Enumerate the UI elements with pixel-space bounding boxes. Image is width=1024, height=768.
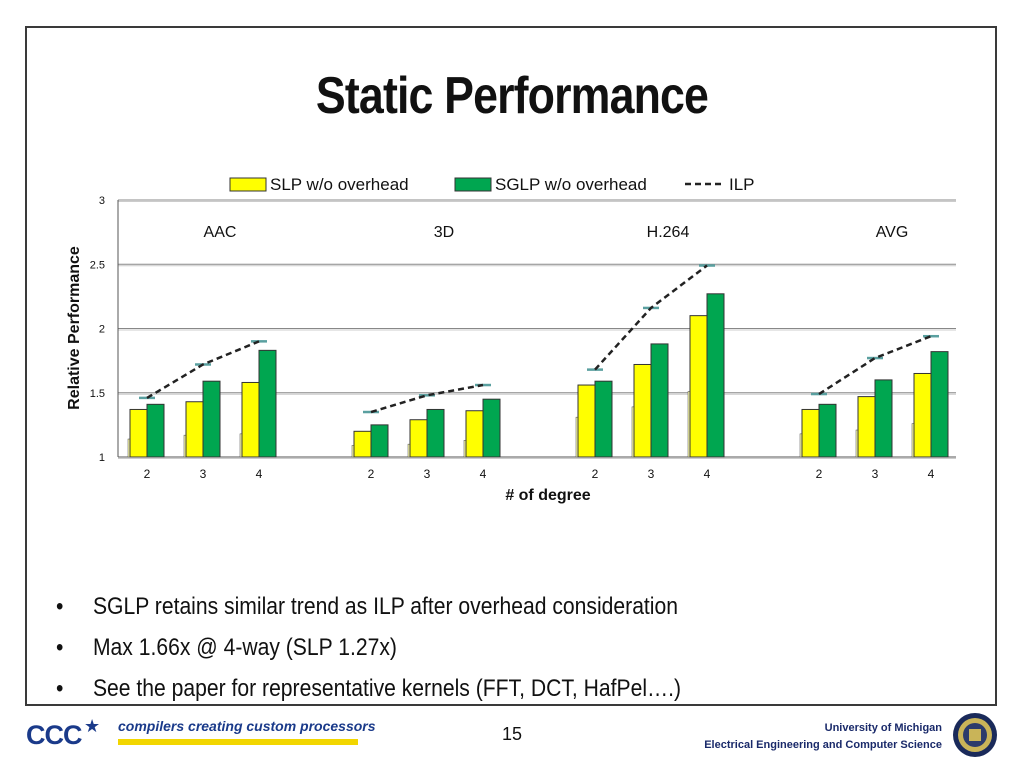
legend-label: SGLP w/o overhead bbox=[495, 175, 647, 194]
x-tick-label: 2 bbox=[144, 467, 151, 481]
logo-underline bbox=[118, 739, 358, 745]
department-name: Electrical Engineering and Computer Scie… bbox=[704, 739, 942, 751]
bullet-item: Max 1.66x @ 4-way (SLP 1.27x) bbox=[56, 627, 681, 668]
bar-slp bbox=[185, 401, 204, 458]
bar-slp bbox=[353, 430, 372, 458]
bar-sglp bbox=[370, 424, 389, 458]
bar-slp bbox=[577, 384, 596, 458]
group-label: 3D bbox=[434, 224, 454, 241]
bar-slp bbox=[633, 363, 652, 458]
x-tick-label: 3 bbox=[648, 467, 655, 481]
legend-swatch-slp bbox=[229, 177, 267, 192]
bar-sglp bbox=[426, 408, 445, 458]
ilp-line bbox=[146, 340, 260, 399]
y-tick-label: 1.5 bbox=[90, 388, 105, 400]
ilp-line bbox=[370, 383, 484, 414]
x-tick-label: 3 bbox=[424, 467, 431, 481]
bar-sglp bbox=[594, 380, 613, 458]
bullet-item: See the paper for representative kernels… bbox=[56, 668, 681, 709]
group-label: AAC bbox=[204, 224, 237, 241]
x-axis-title: # of degree bbox=[505, 487, 590, 504]
bar-sglp bbox=[482, 398, 501, 458]
bar-slp bbox=[241, 381, 260, 458]
bar-sglp bbox=[202, 380, 221, 458]
ilp-line bbox=[594, 264, 708, 371]
bar-sglp bbox=[874, 379, 893, 458]
x-tick-label: 2 bbox=[592, 467, 599, 481]
bullet-item: SGLP retains similar trend as ILP after … bbox=[56, 586, 681, 627]
page-number: 15 bbox=[501, 724, 523, 744]
slide-title: Static Performance bbox=[315, 67, 709, 125]
x-tick-label: 4 bbox=[928, 467, 935, 481]
legend-swatch-sglp bbox=[454, 177, 492, 192]
x-tick-label: 4 bbox=[480, 467, 487, 481]
star-icon: ★ bbox=[84, 716, 101, 736]
bar-sglp bbox=[650, 343, 669, 458]
bar-slp bbox=[801, 408, 820, 458]
x-tick-label: 3 bbox=[200, 467, 207, 481]
bar-slp bbox=[129, 408, 148, 458]
bar-sglp bbox=[930, 351, 949, 458]
university-name: University of Michigan bbox=[824, 722, 942, 734]
bullet-list: SGLP retains similar trend as ILP after … bbox=[56, 586, 766, 709]
x-tick-label: 2 bbox=[816, 467, 823, 481]
logo-text: CCC bbox=[26, 720, 82, 750]
university-seal-icon bbox=[953, 713, 997, 757]
group-label: AVG bbox=[876, 224, 909, 241]
bar-slp bbox=[857, 396, 876, 458]
bar-sglp bbox=[818, 403, 837, 458]
bar-slp bbox=[689, 315, 708, 458]
x-tick-label: 4 bbox=[256, 467, 263, 481]
ccc-logo: CCC ★ compilers creating custom processo… bbox=[26, 716, 376, 752]
bar-slp bbox=[913, 372, 932, 458]
bar-sglp bbox=[706, 293, 725, 458]
x-tick-label: 3 bbox=[872, 467, 879, 481]
logo-tagline: compilers creating custom processors bbox=[118, 718, 376, 734]
ilp-line bbox=[818, 335, 932, 396]
university-credit: University of Michigan Electrical Engine… bbox=[704, 720, 942, 754]
x-tick-label: 4 bbox=[704, 467, 711, 481]
bar-slp bbox=[409, 419, 428, 458]
legend-label: SLP w/o overhead bbox=[270, 175, 409, 194]
y-tick-label: 1 bbox=[99, 452, 105, 464]
legend-label: ILP bbox=[729, 175, 755, 194]
y-axis-title: Relative Performance bbox=[66, 246, 83, 410]
x-tick-label: 2 bbox=[368, 467, 375, 481]
y-tick-label: 2 bbox=[99, 324, 105, 336]
group-label: H.264 bbox=[647, 224, 690, 241]
bar-slp bbox=[465, 410, 484, 458]
y-tick-label: 3 bbox=[99, 195, 105, 207]
bar-sglp bbox=[146, 403, 165, 458]
y-tick-label: 2.5 bbox=[90, 259, 105, 271]
bar-sglp bbox=[258, 349, 277, 458]
